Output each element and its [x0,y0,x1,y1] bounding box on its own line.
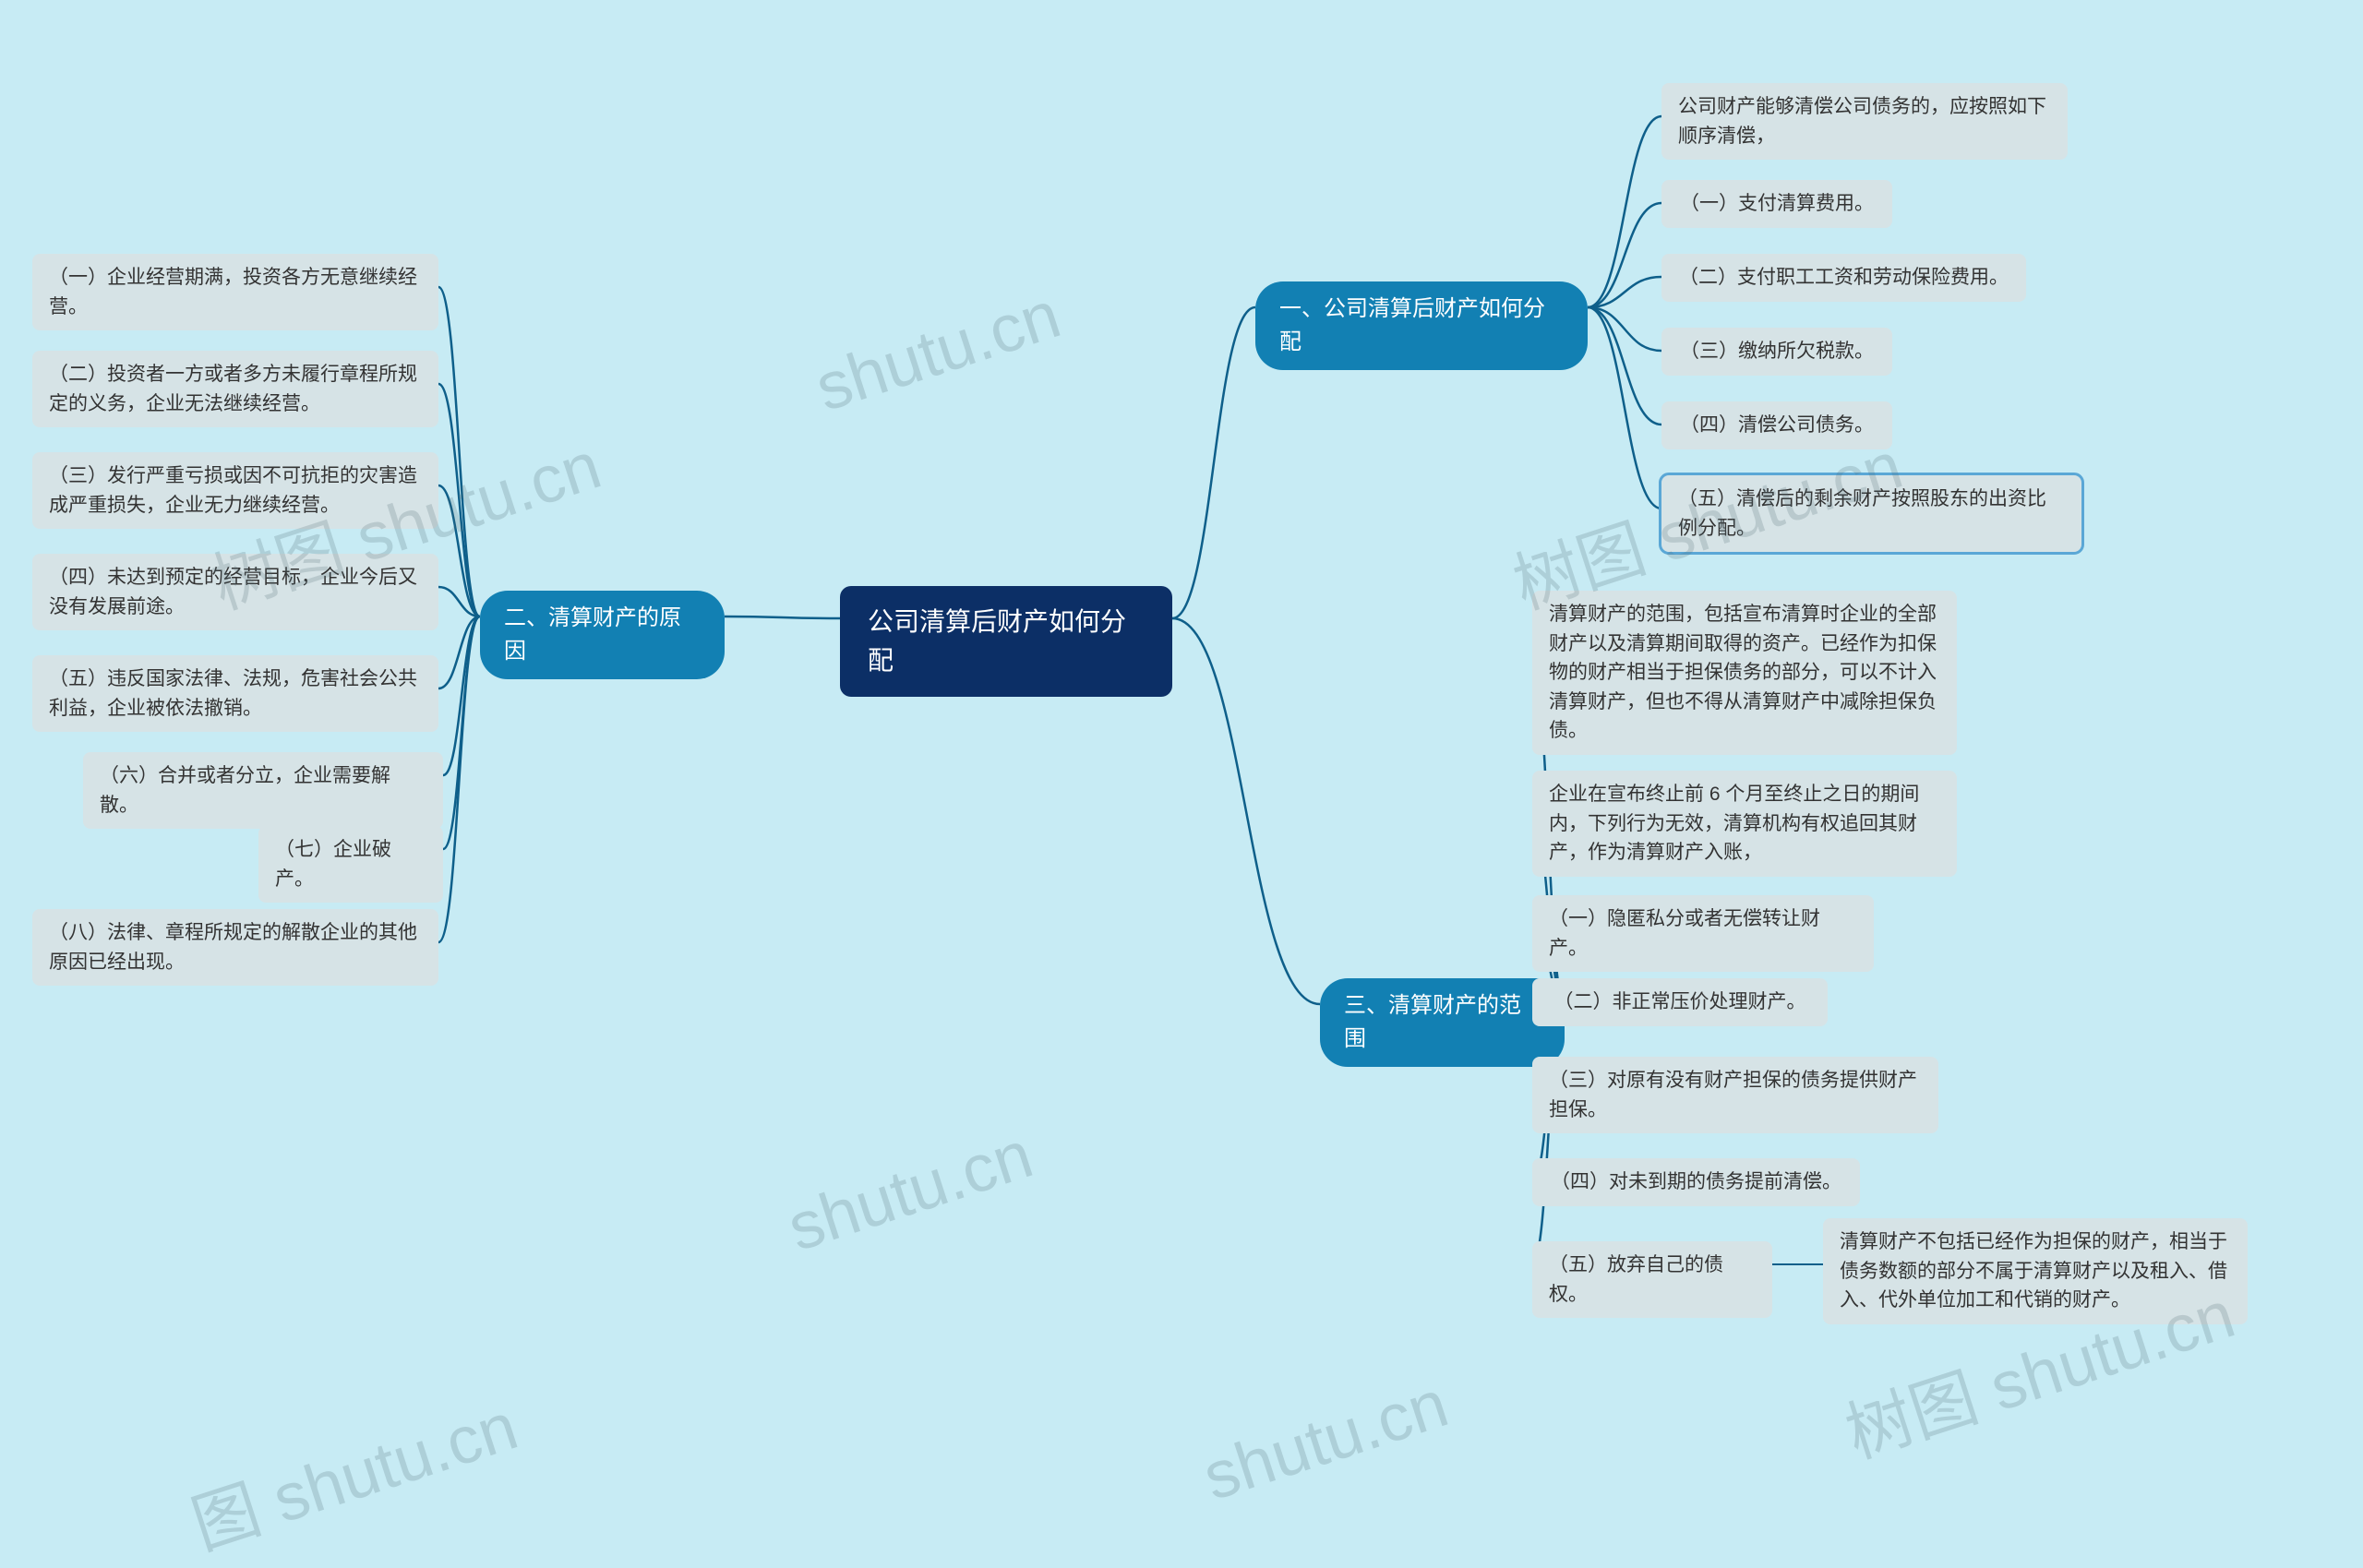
leaf-b2l7[interactable]: （七）企业破产。 [258,826,443,903]
watermark: shutu.cn [779,1117,1041,1266]
leaf-b3l1b[interactable]: 企业在宣布终止前 6 个月至终止之日的期间内，下列行为无效，清算机构有权追回其财… [1532,771,1957,877]
leaf-b1l5[interactable]: （五）清偿后的剩余财产按照股东的出资比例分配。 [1661,475,2081,552]
leaf-b1l4[interactable]: （四）清偿公司债务。 [1661,401,1892,449]
leaf-b3l4[interactable]: （四）对未到期的债务提前清偿。 [1532,1158,1860,1206]
branch-b1[interactable]: 一、公司清算后财产如何分配 [1255,281,1588,370]
leaf-b3l0[interactable]: 清算财产的范围，包括宣布清算时企业的全部财产以及清算期间取得的资产。已经作为扣保… [1532,591,1957,755]
leaf-b1l2[interactable]: （二）支付职工工资和劳动保险费用。 [1661,254,2026,302]
leaf-b3l3[interactable]: （三）对原有没有财产担保的债务提供财产担保。 [1532,1057,1938,1133]
leaf-b2l5[interactable]: （五）违反国家法律、法规，危害社会公共利益，企业被依法撤销。 [32,655,438,732]
leaf-b3l5s[interactable]: 清算财产不包括已经作为担保的财产，相当于债务数额的部分不属于清算财产以及租入、借… [1823,1218,2248,1324]
leaf-b1l0[interactable]: 公司财产能够清偿公司债务的，应按照如下顺序清偿， [1661,83,2068,160]
leaf-b2l3[interactable]: （三）发行严重亏损或因不可抗拒的灾害造成严重损失，企业无力继续经营。 [32,452,438,529]
leaf-b2l1[interactable]: （一）企业经营期满，投资各方无意继续经营。 [32,254,438,330]
watermark: 图 shutu.cn [178,1371,528,1567]
leaf-b2l2[interactable]: （二）投资者一方或者多方未履行章程所规定的义务，企业无法继续经营。 [32,351,438,427]
leaf-b3l5[interactable]: （五）放弃自己的债权。 [1532,1241,1772,1318]
leaf-b1l1[interactable]: （一）支付清算费用。 [1661,180,1892,228]
leaf-b2l6[interactable]: （六）合并或者分立，企业需要解散。 [83,752,443,829]
branch-b2[interactable]: 二、清算财产的原因 [480,591,725,679]
leaf-b2l8[interactable]: （八）法律、章程所规定的解散企业的其他原因已经出现。 [32,909,438,986]
watermark: shutu.cn [1194,1366,1457,1515]
leaf-b3l1[interactable]: （一）隐匿私分或者无偿转让财产。 [1532,895,1874,972]
leaf-b2l4[interactable]: （四）未达到预定的经营目标，企业今后又没有发展前途。 [32,554,438,630]
branch-b3[interactable]: 三、清算财产的范围 [1320,978,1565,1067]
leaf-b3l2[interactable]: （二）非正常压价处理财产。 [1532,978,1828,1026]
watermark: shutu.cn [807,277,1069,426]
leaf-b1l3[interactable]: （三）缴纳所欠税款。 [1661,328,1892,376]
center-node[interactable]: 公司清算后财产如何分配 [840,586,1172,697]
